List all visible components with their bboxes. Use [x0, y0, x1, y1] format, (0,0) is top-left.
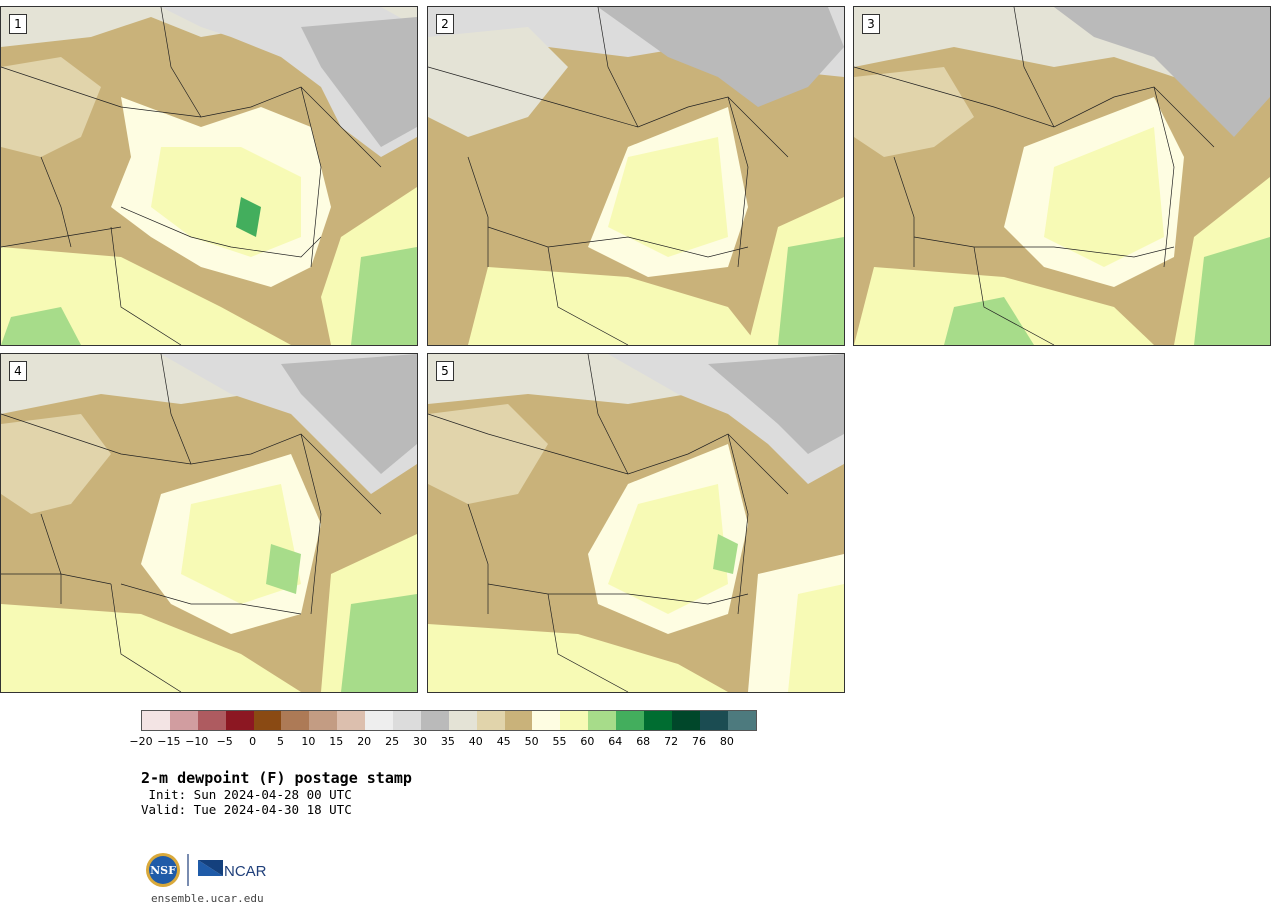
- colorbar-swatch: [169, 711, 198, 730]
- colorbar-swatch: [699, 711, 728, 730]
- colorbar-swatch: [532, 711, 561, 730]
- colorbar-tick-label: 72: [664, 735, 679, 748]
- map-panel-2: 2: [427, 6, 845, 346]
- map-panel-5: 5: [427, 353, 845, 693]
- ncar-logo-text: NCAR: [224, 863, 267, 880]
- colorbar-tick-label: 55: [552, 735, 567, 748]
- valid-time: Valid: Tue 2024-04-30 18 UTC: [141, 802, 352, 817]
- colorbar-swatch: [393, 711, 421, 730]
- colorbar-tick-label: −15: [157, 735, 181, 748]
- panel-number: 5: [436, 361, 454, 381]
- colorbar-swatch: [504, 711, 533, 730]
- colorbar-swatch: [365, 711, 394, 730]
- colorbar-tick-label: 80: [719, 735, 734, 748]
- colorbar-tick-label: −5: [216, 735, 233, 748]
- colorbar-swatch: [253, 711, 282, 730]
- colorbar-swatch: [616, 711, 645, 730]
- colorbar-tick-label: −10: [185, 735, 209, 748]
- colorbar-tick-label: 35: [440, 735, 455, 748]
- colorbar-swatch: [225, 711, 254, 730]
- colorbar: [141, 710, 757, 731]
- colorbar-swatch: [337, 711, 366, 730]
- colorbar-tick-label: 10: [301, 735, 316, 748]
- colorbar-tick-label: 5: [277, 735, 284, 748]
- colorbar-tick-label: 45: [496, 735, 511, 748]
- colorbar-tick-label: 60: [580, 735, 595, 748]
- colorbar-swatch: [197, 711, 226, 730]
- nsf-logo-text: NSF: [150, 864, 176, 877]
- colorbar-swatch: [420, 711, 449, 730]
- colorbar-tick-label: 20: [357, 735, 372, 748]
- colorbar-tick-label: 0: [249, 735, 257, 748]
- nsf-ncar-logo: NSF NCAR: [146, 853, 267, 887]
- map-panel-3: 3: [853, 6, 1271, 346]
- colorbar-tick-label: 30: [413, 735, 427, 748]
- colorbar-tick-label: 25: [385, 735, 400, 748]
- colorbar-tick-label: 76: [692, 735, 706, 748]
- colorbar-tick-label: 50: [524, 735, 539, 748]
- colorbar-swatch: [476, 711, 505, 730]
- dewpoint-map-3: [854, 7, 1270, 345]
- colorbar-tick-label: 40: [468, 735, 483, 748]
- map-panel-1: 1: [0, 6, 418, 346]
- dewpoint-map-5: [428, 354, 844, 692]
- colorbar-swatch: [281, 711, 310, 730]
- colorbar-swatch: [644, 711, 672, 730]
- panel-number: 1: [9, 14, 27, 34]
- chart-title: 2-m dewpoint (F) postage stamp: [141, 769, 412, 787]
- logos: NSF NCAR: [145, 850, 275, 890]
- map-panel-4: 4: [0, 353, 418, 693]
- footer-url: ensemble.ucar.edu: [151, 892, 264, 905]
- colorbar-swatch: [448, 711, 477, 730]
- colorbar-swatch: [309, 711, 338, 730]
- panel-number: 2: [436, 14, 454, 34]
- colorbar-tick-label: 15: [329, 735, 344, 748]
- panel-number: 3: [862, 14, 880, 34]
- colorbar-tick-label: 64: [608, 735, 623, 748]
- colorbar-tick-label: −20: [129, 735, 153, 748]
- dewpoint-map-2: [428, 7, 844, 345]
- colorbar-swatch: [671, 711, 700, 730]
- dewpoint-map-1: [1, 7, 417, 345]
- dewpoint-map-4: [1, 354, 417, 692]
- init-time: Init: Sun 2024-04-28 00 UTC: [141, 787, 352, 802]
- colorbar-tick-label: 68: [636, 735, 651, 748]
- colorbar-swatch: [560, 711, 589, 730]
- colorbar-swatch: [142, 711, 170, 730]
- colorbar-swatch: [588, 711, 617, 730]
- colorbar-swatch: [727, 711, 756, 730]
- panel-number: 4: [9, 361, 27, 381]
